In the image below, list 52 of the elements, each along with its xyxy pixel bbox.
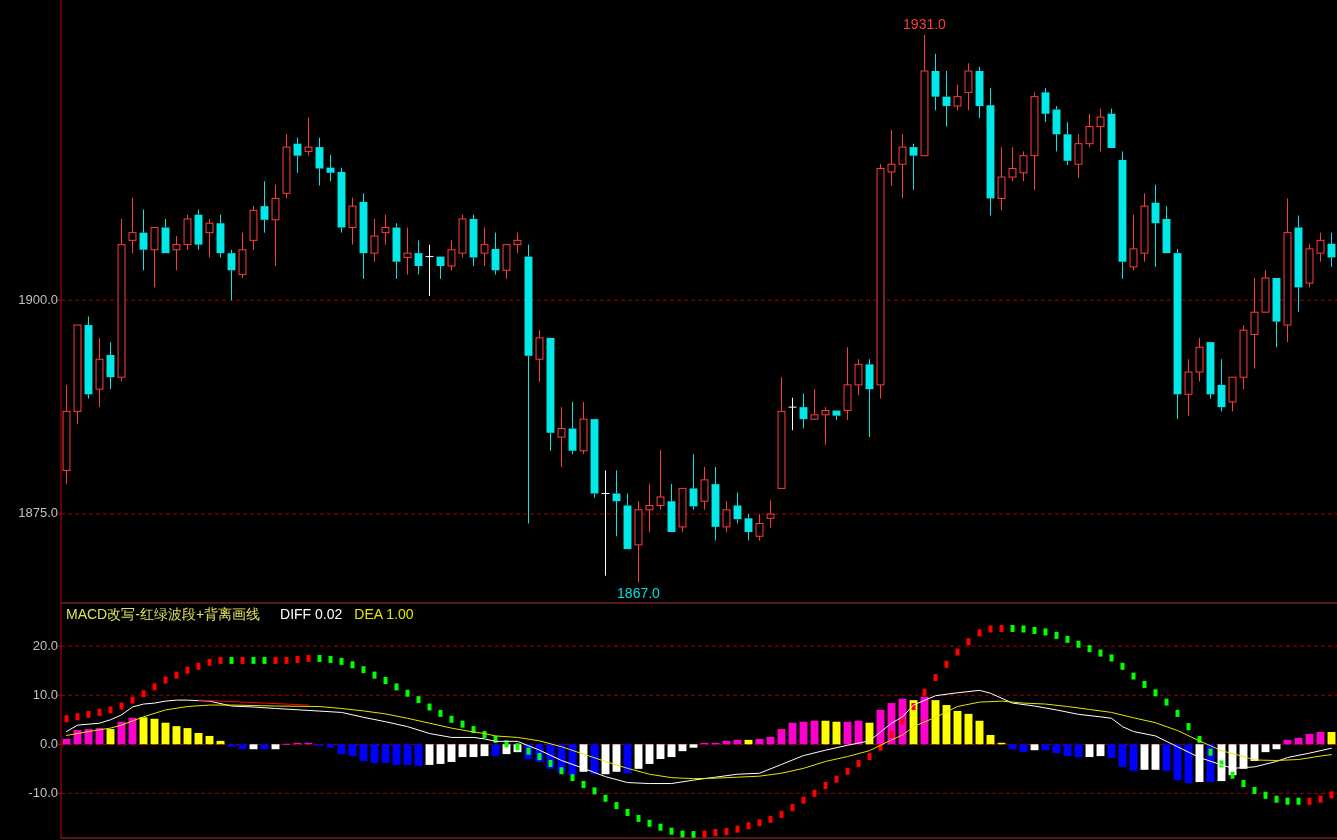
y-tick-label: 10.0 bbox=[32, 686, 58, 702]
bar bbox=[1272, 744, 1281, 750]
bar bbox=[238, 744, 247, 750]
bar bbox=[1019, 744, 1028, 753]
y-tick-label: -10.0 bbox=[28, 784, 58, 800]
bar bbox=[1162, 744, 1171, 771]
bar bbox=[1151, 744, 1160, 770]
bar bbox=[678, 744, 687, 752]
bar bbox=[326, 744, 335, 748]
bar bbox=[656, 744, 665, 760]
bar bbox=[689, 744, 698, 748]
bar bbox=[469, 744, 478, 758]
bar bbox=[458, 744, 467, 758]
text: DIFF 0.02 bbox=[280, 605, 343, 622]
bar bbox=[1052, 744, 1061, 754]
y-tick-label: 20.0 bbox=[32, 637, 58, 653]
bar bbox=[645, 744, 654, 764]
bar bbox=[447, 744, 456, 762]
annotation: 1867.0 bbox=[617, 585, 661, 602]
bar bbox=[414, 744, 423, 766]
bar bbox=[1085, 744, 1094, 758]
chart-title: MACD改写-红绿波段+背离画线 bbox=[66, 605, 261, 622]
bar bbox=[1107, 744, 1116, 759]
bar bbox=[359, 744, 368, 761]
bar bbox=[392, 744, 401, 765]
bar bbox=[667, 744, 676, 758]
bar bbox=[260, 744, 269, 750]
annotation: 1931.0 bbox=[903, 16, 947, 33]
bar bbox=[634, 744, 643, 769]
bar bbox=[425, 744, 434, 765]
bar bbox=[1118, 744, 1127, 767]
bar bbox=[227, 744, 236, 747]
bar bbox=[337, 744, 346, 755]
bar bbox=[271, 744, 280, 750]
bar bbox=[1096, 744, 1105, 757]
bar bbox=[1074, 744, 1083, 758]
bar bbox=[348, 744, 357, 757]
bar bbox=[480, 744, 489, 757]
bar bbox=[370, 744, 379, 763]
bar bbox=[381, 744, 390, 763]
bar bbox=[436, 744, 445, 764]
text: DEA 1.00 bbox=[354, 605, 414, 622]
bar bbox=[249, 744, 258, 750]
bar bbox=[1261, 744, 1270, 753]
bar bbox=[1063, 744, 1072, 757]
y-tick-label: 1875.0 bbox=[18, 505, 58, 521]
y-tick-label: 1900.0 bbox=[18, 291, 58, 307]
bar bbox=[403, 744, 412, 765]
bar bbox=[1140, 744, 1149, 770]
y-tick-label: 0.0 bbox=[39, 735, 58, 751]
bar bbox=[1129, 744, 1138, 771]
bar bbox=[1008, 744, 1017, 750]
